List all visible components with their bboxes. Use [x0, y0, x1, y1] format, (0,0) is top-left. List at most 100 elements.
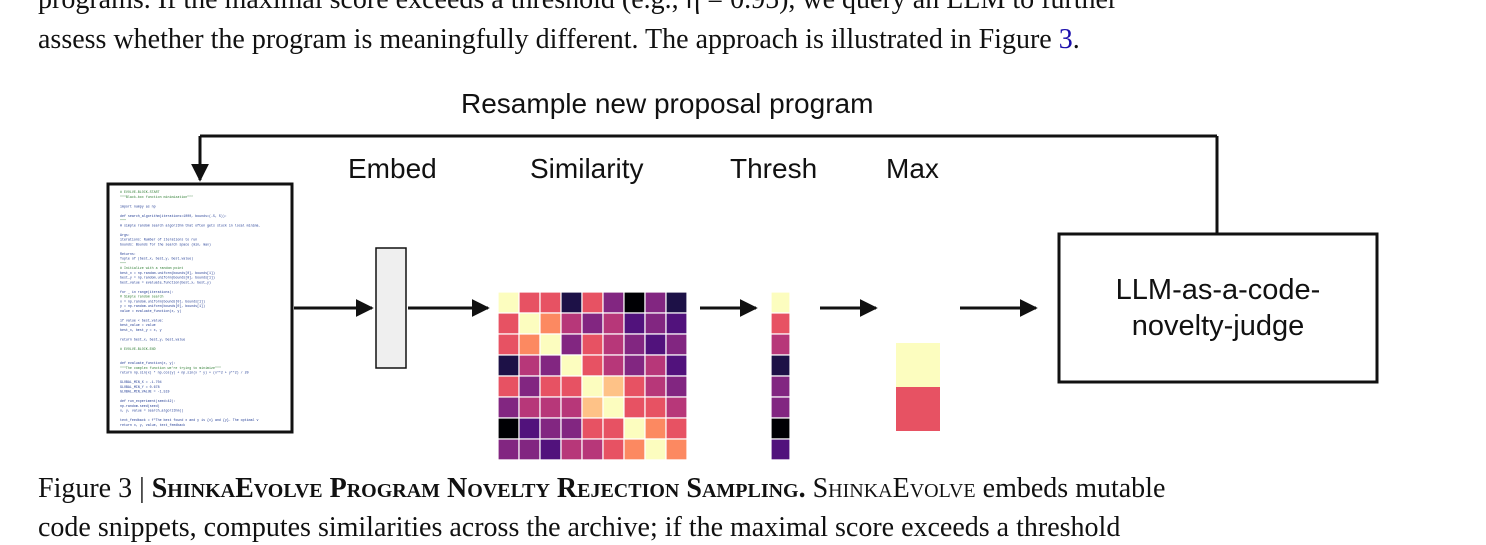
similarity-cell: [665, 438, 688, 461]
figure-3-link[interactable]: 3: [1058, 24, 1073, 55]
max-label: Max: [886, 153, 939, 184]
similarity-cell: [518, 354, 541, 377]
code-line: def search_algorithm(iterations=1000, bo…: [120, 214, 227, 218]
code-line: GLOBAL_MIN_Y = 0.678: [120, 385, 160, 389]
llm-judge-line-1: LLM-as-a-code-: [1115, 274, 1321, 306]
code-line: """: [120, 261, 126, 265]
threshold-cell: [770, 354, 791, 377]
threshold-cell: [770, 396, 791, 419]
similarity-cell: [560, 333, 583, 356]
max-column: [896, 343, 940, 431]
figure-caption-line-1: Figure 3 | ShinkaEvolve Program Novelty …: [38, 472, 1165, 506]
figure-graphics: # EVOLVE-BLOCK-START"""Black-box functio…: [106, 134, 1379, 482]
code-line: bounds: Bounds for the search space (min…: [120, 242, 211, 246]
similarity-cell: [518, 438, 541, 461]
similarity-cell: [497, 375, 520, 398]
similarity-cell: [602, 438, 625, 461]
threshold-cell: [770, 417, 791, 440]
similarity-cell: [539, 375, 562, 398]
similarity-cell: [539, 312, 562, 335]
code-line: # Simple random search: [120, 295, 164, 299]
similarity-cell: [539, 333, 562, 356]
caption-title: ShinkaEvolve Program Novelty Rejection S…: [151, 473, 806, 504]
code-line: import numpy as np: [120, 204, 156, 208]
code-line: value = evaluate_function(x, y): [120, 309, 181, 313]
similarity-cell: [623, 354, 646, 377]
code-line: best_y = np.random.uniform(bounds[0], bo…: [120, 276, 215, 280]
similarity-cell: [497, 291, 520, 314]
similarity-cell: [539, 438, 562, 461]
novelty-rejection-figure: # EVOLVE-BLOCK-START """Black-box functio…: [0, 80, 1486, 482]
similarity-cell: [518, 396, 541, 419]
embedding-vector-box: [375, 247, 407, 369]
similarity-cell: [644, 396, 667, 419]
code-line: # EVOLVE-BLOCK-START: [120, 190, 160, 194]
threshold-cell: [770, 333, 791, 356]
intro-text-line-2-end: .: [1072, 24, 1080, 55]
code-line: Args:: [120, 233, 130, 237]
similarity-cell: [644, 354, 667, 377]
code-line: x = np.random.uniform(bounds[0], bounds[…: [120, 299, 205, 303]
code-line: np.random.seed(seed): [120, 404, 160, 408]
code-line: GLOBAL_MIN_VALUE = -1.519: [120, 390, 169, 394]
max-cell: [896, 387, 940, 431]
code-line: # Initialize with a random point: [120, 266, 183, 270]
similarity-cell: [644, 312, 667, 335]
similarity-cell: [644, 333, 667, 356]
code-line: """The complex function we're trying to …: [120, 366, 221, 370]
similarity-cell: [560, 354, 583, 377]
similarity-cell: [560, 438, 583, 461]
intro-text-line-2: assess whether the program is meaningful…: [38, 23, 1080, 57]
code-line: """: [120, 219, 126, 223]
code-line: best_value = evaluate_function(best_x, b…: [120, 280, 211, 284]
similarity-cell: [560, 375, 583, 398]
intro-text-line-2-main: assess whether the program is meaningful…: [38, 24, 1059, 55]
similarity-cell: [665, 375, 688, 398]
similarity-cell: [539, 291, 562, 314]
similarity-cell: [602, 291, 625, 314]
code-line: iterations: Number of iterations to run: [120, 238, 197, 242]
code-line: best_value = value: [120, 323, 156, 327]
code-line: """Black-box function minimization""": [120, 195, 193, 199]
similarity-cell: [539, 396, 562, 419]
similarity-cell: [560, 291, 583, 314]
code-line: x, y, value = search_algorithm(): [120, 409, 183, 413]
code-line: Tuple of (best_x, best_y, best_value): [120, 257, 193, 261]
caption-figure-number: Figure 3 |: [38, 473, 152, 504]
code-line: best_x, best_y = x, y: [120, 328, 162, 332]
similarity-cell: [497, 438, 520, 461]
similarity-cell: [644, 291, 667, 314]
similarity-cell: [644, 417, 667, 440]
similarity-cell: [665, 333, 688, 356]
threshold-column: [770, 291, 791, 482]
similarity-cell: [497, 333, 520, 356]
code-line: return best_x, best_y, best_value: [120, 337, 185, 341]
similarity-cell: [497, 396, 520, 419]
similarity-cell: [518, 375, 541, 398]
similarity-cell: [623, 375, 646, 398]
similarity-cell: [602, 417, 625, 440]
threshold-cell: [770, 375, 791, 398]
similarity-cell: [539, 354, 562, 377]
max-cell: [896, 343, 940, 387]
similarity-cell: [518, 417, 541, 440]
similarity-cell: [665, 396, 688, 419]
similarity-cell: [581, 333, 604, 356]
code-line: return np.sin(x) * np.cos(y) + np.sin(x …: [120, 371, 249, 375]
similarity-cell: [518, 291, 541, 314]
similarity-cell: [623, 333, 646, 356]
similarity-cell: [581, 396, 604, 419]
similarity-cell: [581, 438, 604, 461]
similarity-cell: [602, 333, 625, 356]
caption-system-name: ShinkaEvolve: [812, 473, 976, 504]
similarity-label: Similarity: [530, 153, 644, 184]
similarity-cell: [665, 291, 688, 314]
llm-judge-label: LLM-as-a-code- novelty-judge: [1059, 234, 1377, 382]
similarity-cell: [623, 396, 646, 419]
code-line: for _ in range(iterations):: [120, 290, 173, 294]
threshold-cell: [770, 291, 791, 314]
threshold-cell: [770, 438, 791, 461]
similarity-cell: [644, 375, 667, 398]
similarity-matrix: [497, 291, 688, 482]
code-line: def evaluate_function(x, y):: [120, 361, 175, 365]
